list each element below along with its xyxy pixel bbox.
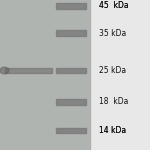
Text: 25 kDa: 25 kDa — [99, 66, 126, 75]
Text: 18  kDa: 18 kDa — [99, 98, 128, 106]
Bar — [4, 68, 52, 73]
Bar — [56, 30, 86, 36]
Text: 14 kDa: 14 kDa — [99, 126, 126, 135]
Text: 14 kDa: 14 kDa — [99, 126, 126, 135]
Bar — [0, 0, 90, 150]
Bar — [56, 3, 86, 9]
Bar — [56, 68, 86, 73]
Bar — [56, 128, 86, 133]
Text: 45  kDa: 45 kDa — [99, 2, 129, 10]
Bar — [56, 99, 86, 105]
Text: 45  kDa: 45 kDa — [99, 2, 129, 10]
Text: 35 kDa: 35 kDa — [99, 28, 126, 38]
Bar — [90, 0, 150, 150]
Ellipse shape — [0, 67, 9, 74]
